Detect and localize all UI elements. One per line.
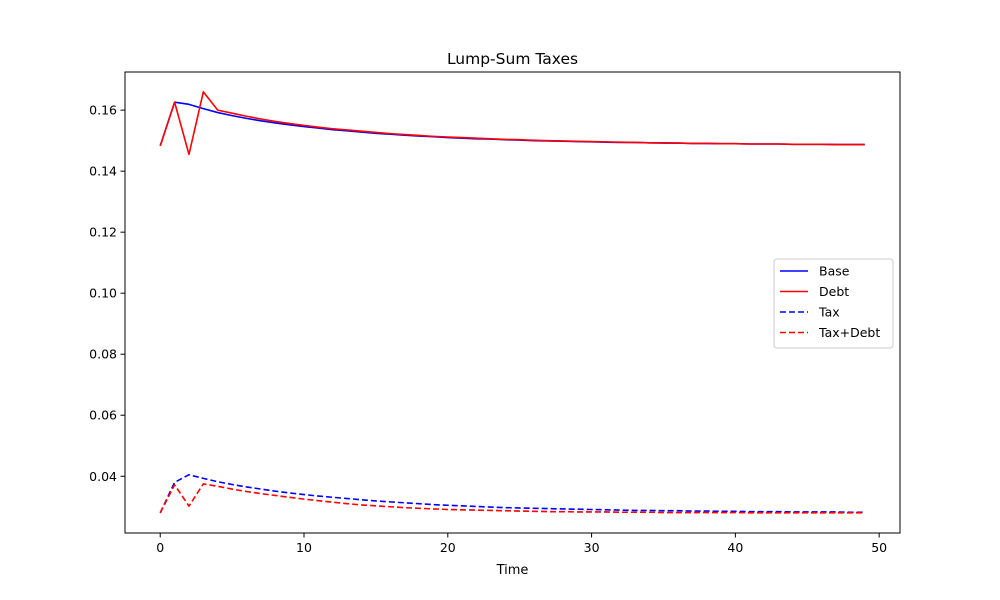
- y-tick-label: 0.16: [89, 103, 117, 118]
- y-tick-label: 0.14: [89, 164, 117, 179]
- x-tick-label: 10: [296, 540, 312, 555]
- series-line-tax: [159, 473, 865, 514]
- x-axis-label: Time: [496, 563, 529, 578]
- series-line-tax-debt: [159, 483, 865, 514]
- x-tick-label: 0: [156, 540, 164, 555]
- legend-label-base: Base: [819, 264, 850, 279]
- x-tick-label: 40: [727, 540, 743, 555]
- y-tick-label: 0.04: [89, 469, 117, 484]
- x-tick-label: 30: [584, 540, 600, 555]
- y-tick-label: 0.10: [89, 286, 117, 301]
- legend-label-tax-debt: Tax+Debt: [818, 325, 880, 340]
- legend-box: [773, 258, 894, 349]
- legend-label-tax: Tax: [818, 305, 840, 320]
- plot-frame: [124, 71, 901, 534]
- legend: Base Debt Tax Tax+Debt: [773, 258, 894, 349]
- x-axis: 0 10 20 30 40 50: [156, 533, 887, 555]
- legend-label-debt: Debt: [819, 284, 849, 299]
- y-tick-label: 0.12: [89, 225, 117, 240]
- chart-title: Lump-Sum Taxes: [447, 50, 578, 68]
- y-axis: 0.04 0.06 0.08 0.10 0.12 0.14 0.16: [89, 103, 125, 484]
- x-tick-label: 20: [440, 540, 456, 555]
- y-tick-label: 0.06: [89, 408, 117, 423]
- y-tick-label: 0.08: [89, 347, 117, 362]
- series-line-debt: [159, 91, 865, 156]
- series-layer: [159, 91, 865, 514]
- x-tick-label: 50: [871, 540, 887, 555]
